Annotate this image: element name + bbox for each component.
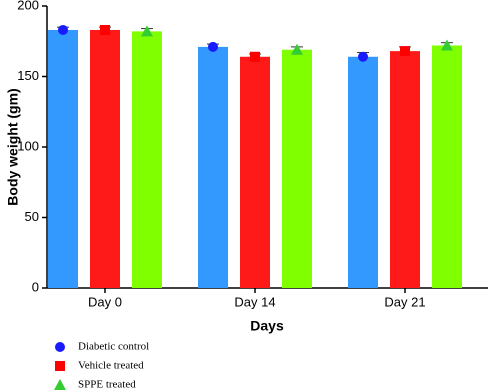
bar xyxy=(282,49,312,289)
y-tick-label: 200 xyxy=(17,0,39,12)
legend-label: Vehicle treated xyxy=(78,360,144,372)
bar xyxy=(48,29,78,288)
bar xyxy=(198,46,228,288)
x-tick-label: Day 21 xyxy=(384,294,425,309)
legend-label: Diabetic control xyxy=(78,341,149,353)
marker xyxy=(54,379,66,390)
y-tick-label: 150 xyxy=(17,68,39,83)
bar xyxy=(240,56,270,289)
bar xyxy=(132,31,162,288)
bar xyxy=(90,29,120,288)
bar xyxy=(390,51,420,289)
x-axis-label: Days xyxy=(250,318,284,334)
marker xyxy=(441,39,453,51)
marker xyxy=(291,43,303,55)
bar xyxy=(432,45,462,289)
marker xyxy=(358,51,368,62)
marker xyxy=(208,41,218,52)
marker xyxy=(400,46,410,57)
marker xyxy=(55,361,65,371)
marker xyxy=(141,25,153,37)
y-tick-label: 0 xyxy=(32,279,39,294)
x-tick-label: Day 14 xyxy=(234,294,275,309)
x-tick-label: Day 0 xyxy=(88,294,122,309)
y-axis-label: Body weight (gm) xyxy=(5,88,21,205)
y-tick-label: 100 xyxy=(17,138,39,153)
marker xyxy=(58,24,68,35)
marker xyxy=(100,24,110,35)
bar xyxy=(348,56,378,289)
marker xyxy=(250,51,260,62)
marker xyxy=(55,342,65,352)
legend-label: SPPE treated xyxy=(78,379,136,391)
legend: Diabetic control Vehicle treated SPPE trea… xyxy=(54,341,149,391)
y-tick-label: 50 xyxy=(25,209,39,224)
